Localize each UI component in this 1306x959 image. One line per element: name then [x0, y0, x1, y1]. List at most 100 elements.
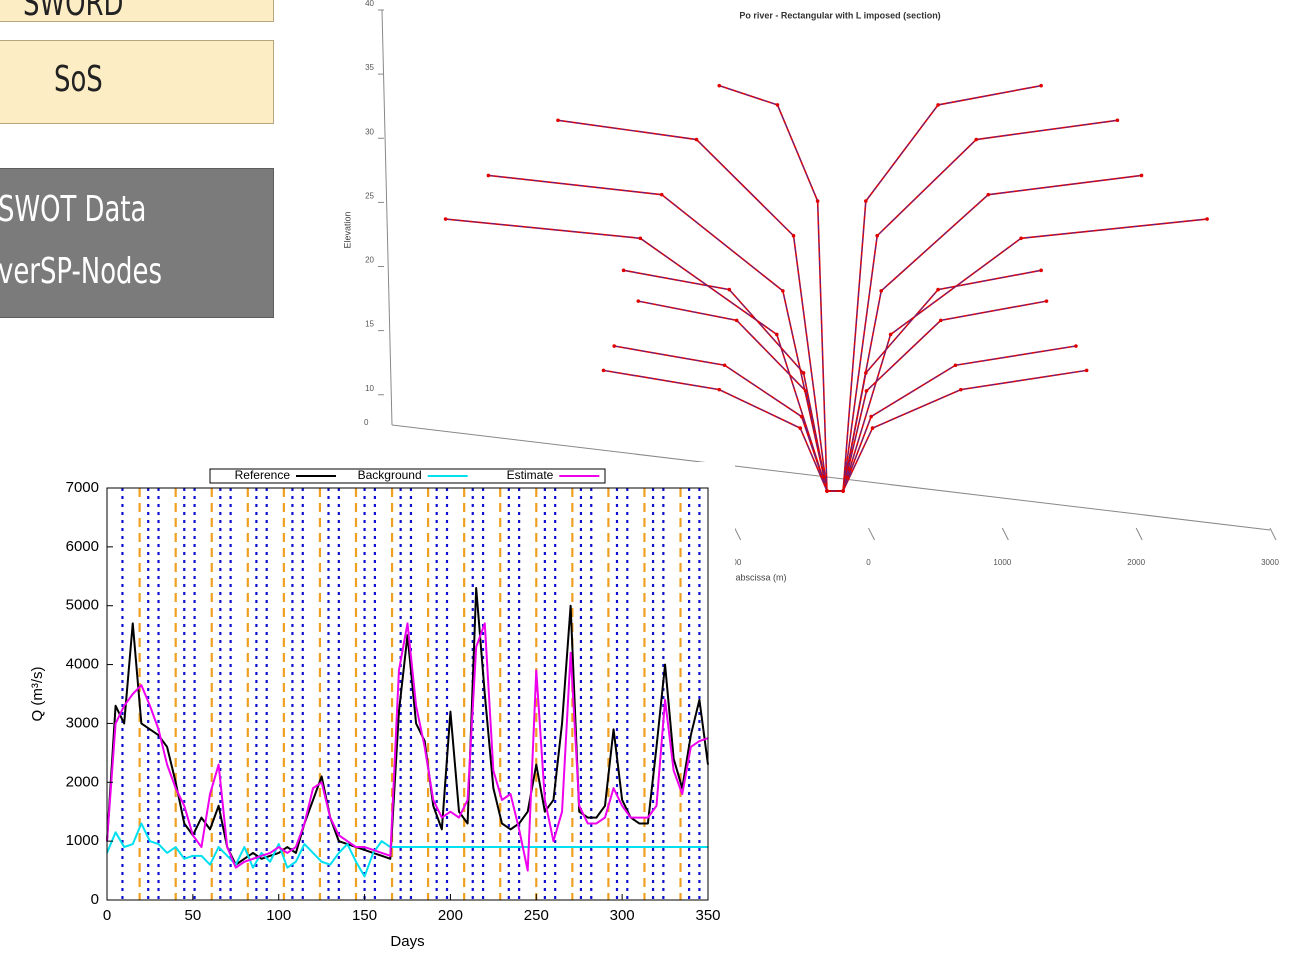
- discharge-chart: 0 1000 2000 3000 4000 5000 6000 7000 0 50 100 150 20…: [0, 462, 735, 959]
- x-tick-label: 3000: [1261, 558, 1279, 567]
- x-tick-label: 200: [438, 907, 463, 924]
- box-label: SoS: [54, 59, 103, 100]
- x-tick-label: 0: [103, 907, 111, 924]
- x-axis-label: eral abscissa (m): [718, 572, 787, 582]
- section-point: [486, 173, 491, 178]
- section-point: [443, 217, 448, 221]
- section-point: [791, 233, 796, 238]
- series-line: [106, 587, 709, 866]
- chart-title: Po river - Rectangular with L imposed (s…: [739, 10, 940, 20]
- x-axis: [391, 424, 1271, 531]
- series-line: [106, 822, 708, 878]
- section-point: [869, 414, 873, 419]
- x-tick: [734, 527, 742, 541]
- section-point: [727, 287, 732, 292]
- section-point: [803, 389, 808, 393]
- section-point: [864, 199, 868, 203]
- section-point: [1039, 83, 1043, 88]
- x-axis-label: Days: [390, 933, 424, 950]
- y-tick-label: 30: [365, 127, 374, 136]
- legend-label: Estimate: [507, 468, 554, 482]
- section-point: [638, 236, 643, 241]
- section-point: [1019, 236, 1023, 241]
- section-point: [879, 289, 884, 293]
- y-tick-label: 2000: [66, 773, 99, 790]
- x-tick: [1135, 527, 1143, 541]
- section-point: [801, 371, 806, 375]
- section-point: [815, 199, 820, 203]
- swot-box[interactable]: SWOT Data verSP-Nodes: [0, 168, 274, 318]
- y-tick-label: 5000: [66, 597, 99, 614]
- section-point: [659, 192, 664, 197]
- y-axis-label: Q (m³/s): [29, 667, 46, 722]
- section-point: [888, 332, 893, 337]
- section-point: [959, 387, 963, 392]
- y-tick-label: 10: [365, 384, 374, 393]
- legend-label: Reference: [235, 468, 291, 482]
- y-tick-label: 40: [365, 0, 374, 8]
- section-profile: [719, 84, 1042, 492]
- x-tick-label: 250: [524, 907, 549, 924]
- section-profile: [488, 174, 1142, 492]
- section-point: [799, 414, 804, 419]
- sos-box[interactable]: SoS: [0, 40, 274, 124]
- box-label: SWORD: [23, 0, 124, 22]
- y-tick-label: 25: [365, 191, 374, 200]
- section-point: [864, 371, 868, 375]
- section-point: [601, 368, 606, 373]
- section-point: [870, 426, 875, 430]
- section-point: [1044, 299, 1049, 303]
- x-tick-label: 1000: [993, 558, 1011, 567]
- section-point: [775, 103, 780, 107]
- section-point: [875, 233, 879, 238]
- section-profile: [557, 119, 1118, 492]
- x-tick: [1001, 527, 1009, 541]
- legend-box: [209, 468, 606, 484]
- x-tick: [868, 527, 875, 541]
- section-fit: [557, 119, 1118, 492]
- section-point: [936, 103, 940, 107]
- y-tick-label: 4000: [66, 656, 99, 673]
- section-fit: [603, 370, 1087, 492]
- section-point: [1039, 268, 1043, 273]
- section-point: [1205, 217, 1209, 221]
- x-tick-label: 100: [266, 907, 291, 924]
- section-point: [936, 287, 940, 292]
- section-point: [974, 137, 979, 142]
- section-point: [1084, 368, 1089, 373]
- sword-box[interactable]: SWORD: [0, 0, 274, 22]
- section-point: [717, 83, 722, 88]
- section-point: [938, 318, 943, 323]
- x-tick-label: 150: [352, 907, 377, 924]
- y-tick-label: 3000: [66, 714, 99, 731]
- section-point: [781, 289, 785, 293]
- box-label: verSP-Nodes: [0, 251, 162, 292]
- section-fit: [623, 270, 1042, 492]
- section-point: [636, 299, 641, 303]
- section-point: [953, 363, 958, 368]
- section-point: [1115, 118, 1120, 123]
- chart-background: [0, 462, 735, 959]
- series-line: [106, 622, 709, 872]
- x-tick-label: 350: [695, 907, 720, 924]
- x-tick-label: 300: [610, 907, 635, 924]
- x-tick-label: 2000: [1127, 558, 1145, 567]
- y-tick-label: 15: [365, 320, 374, 329]
- section-point: [621, 268, 626, 273]
- section-profile: [623, 269, 1042, 492]
- section-point: [1074, 344, 1078, 348]
- section-fit: [719, 85, 1042, 492]
- x-tick-label: 50: [185, 907, 202, 924]
- section-point: [825, 489, 829, 493]
- section-point: [775, 332, 779, 337]
- section-point: [841, 489, 845, 493]
- y-tick-label: 20: [365, 256, 374, 265]
- z-tick-label: 0: [364, 418, 369, 427]
- y-tick-label: 0: [91, 891, 99, 908]
- section-point: [717, 387, 722, 392]
- plot-frame: [106, 487, 709, 901]
- section-point: [986, 192, 991, 197]
- y-axis: [381, 9, 393, 426]
